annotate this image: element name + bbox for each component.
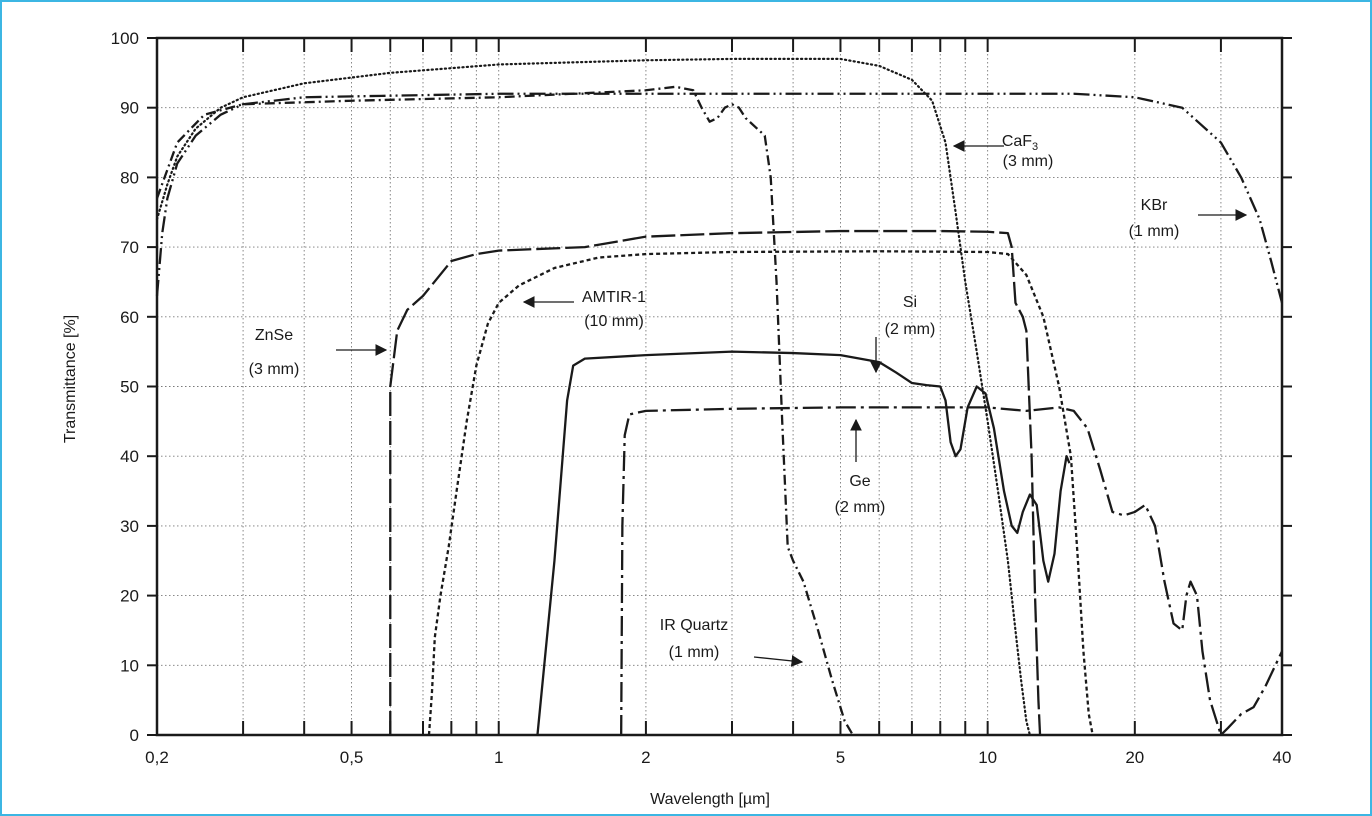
series-line-ge	[620, 406, 1284, 737]
annotation-quartz-name: IR Quartz	[660, 617, 728, 634]
x-axis-title: Wavelength [µm]	[650, 791, 770, 808]
y-tick-label: 50	[120, 378, 139, 397]
x-tick-label: 5	[836, 748, 845, 767]
x-tick-label: 1	[494, 748, 503, 767]
annotation-kbr-thickness: (1 mm)	[1129, 223, 1180, 240]
series-line-caf	[155, 57, 1031, 737]
axes	[147, 36, 1292, 737]
y-tick-label: 20	[120, 587, 139, 606]
y-axis-title: Transmittance [%]	[62, 315, 79, 443]
annotation-quartz-arrow	[753, 655, 804, 667]
y-tick-label: 40	[120, 447, 139, 466]
annotation-caf: CaF3 (3 mm)	[952, 133, 1054, 170]
annotation-si-name: Si	[903, 294, 917, 311]
annotation-amtir-name: AMTIR-1	[582, 289, 646, 306]
annotation-znse-name: ZnSe	[255, 327, 293, 344]
x-tick-label: 20	[1125, 748, 1144, 767]
x-tick-label: 0,2	[145, 748, 169, 767]
y-tick-label: 60	[120, 308, 139, 327]
series-line-quartz	[155, 85, 854, 736]
annotation-amtir-thickness: (10 mm)	[584, 313, 644, 330]
x-tick-label: 2	[641, 748, 650, 767]
y-tick-label: 80	[120, 168, 139, 187]
series-line-znse	[389, 229, 1042, 736]
annotation-ge-thickness: (2 mm)	[835, 499, 886, 516]
x-tick-label: 40	[1273, 748, 1292, 767]
y-tick-label: 0	[130, 726, 139, 745]
series-line-si	[536, 350, 1071, 736]
annotation-ge-name: Ge	[849, 473, 870, 490]
annotation-si-thickness: (2 mm)	[885, 321, 936, 338]
annotation-caf-subscript: 3	[1032, 141, 1038, 153]
plot-border	[155, 36, 1284, 737]
y-tick-label: 70	[120, 238, 139, 257]
annotation-si: Si (2 mm)	[870, 294, 936, 374]
annotation-caf-thickness: (3 mm)	[1003, 153, 1054, 170]
annotation-amtir: AMTIR-1 (10 mm)	[522, 289, 646, 330]
grid	[157, 38, 1282, 735]
annotation-kbr: KBr (1 mm)	[1129, 197, 1248, 240]
series-line-amtir	[427, 250, 1094, 736]
tick-labels: 0 10 20 30 40 50 60 70 80 90 100 0,2 0,5 1 2 5 10 20 40	[111, 29, 1292, 767]
annotation-kbr-name: KBr	[1141, 197, 1168, 214]
y-tick-label: 30	[120, 517, 139, 536]
series-line-kbr	[155, 92, 1284, 304]
annotation-quartz: IR Quartz (1 mm)	[660, 617, 804, 667]
y-tick-label: 100	[111, 29, 139, 48]
x-tick-label: 0,5	[340, 748, 364, 767]
y-tick-label: 90	[120, 99, 139, 118]
annotation-ge: Ge (2 mm)	[835, 418, 886, 516]
x-tick-label: 10	[978, 748, 997, 767]
series-group	[155, 57, 1284, 737]
annotation-quartz-thickness: (1 mm)	[669, 644, 720, 661]
annotation-caf-label: CaF3	[1002, 133, 1038, 153]
annotation-znse-thickness: (3 mm)	[249, 361, 300, 378]
y-tick-label: 10	[120, 656, 139, 675]
annotation-znse: ZnSe (3 mm)	[249, 327, 388, 378]
